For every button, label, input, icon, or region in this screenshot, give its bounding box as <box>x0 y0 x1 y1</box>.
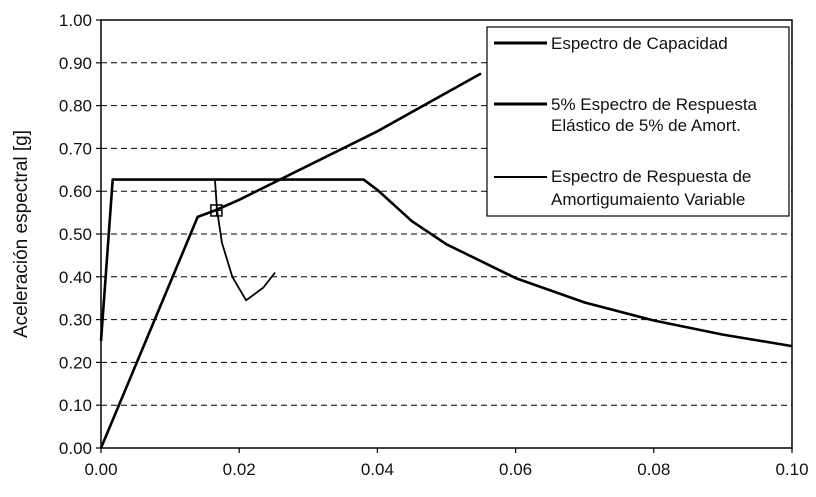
x-tick-label: 0.00 <box>84 460 117 479</box>
y-axis-ticks: 0.00 0.10 0.20 0.30 0.40 0.50 0.60 0.70 0.80 0.90… <box>59 11 101 458</box>
y-tick-label: 0.60 <box>59 182 92 201</box>
x-tick-label: 0.04 <box>361 460 394 479</box>
legend-label-capacidad: Espectro de Capacidad <box>551 34 728 53</box>
y-axis-title: Aceleración espectral [g] <box>11 130 32 338</box>
x-tick-label: 0.08 <box>637 460 670 479</box>
y-tick-label: 0.50 <box>59 225 92 244</box>
legend-label-elastico-line1: 5% Espectro de Respuesta <box>551 95 758 114</box>
x-axis-ticks: 0.00 0.02 0.04 0.06 0.08 0.10 <box>84 448 809 479</box>
legend: Espectro de Capacidad 5% Espectro de Res… <box>486 26 790 217</box>
legend-label-variable-line2: Amortigumaiento Variable <box>551 190 745 209</box>
performance-point-group <box>210 204 223 217</box>
legend-label-variable-line1: Espectro de Respuesta de <box>551 167 751 186</box>
series-line-capacidad <box>99 72 482 449</box>
x-tick-label: 0.06 <box>499 460 532 479</box>
y-tick-label: 0.80 <box>59 97 92 116</box>
series-line-elastico <box>99 178 793 348</box>
legend-label-elastico-line2: Elástico de 5% de Amort. <box>551 116 741 135</box>
x-tick-label: 0.10 <box>775 460 808 479</box>
legend-box <box>486 26 790 217</box>
x-tick-label: 0.02 <box>223 460 256 479</box>
y-tick-label: 0.40 <box>59 268 92 287</box>
y-tick-label: 0.30 <box>59 311 92 330</box>
y-tick-label: 0.90 <box>59 54 92 73</box>
y-tick-label: 0.10 <box>59 396 92 415</box>
y-tick-label: 1.00 <box>59 11 92 30</box>
y-tick-label: 0.00 <box>59 439 92 458</box>
y-tick-label: 0.70 <box>59 139 92 158</box>
series-line-variable <box>214 180 276 302</box>
y-tick-label: 0.20 <box>59 353 92 372</box>
